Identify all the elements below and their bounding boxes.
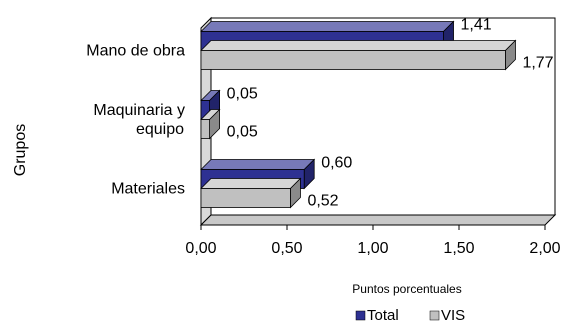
bar-top [200, 21, 455, 32]
bar-top [200, 40, 517, 51]
data-label: 0,05 [227, 86, 258, 103]
bar-top [200, 178, 302, 189]
bar-vis [200, 188, 291, 208]
bar-vis [200, 119, 210, 139]
floor [199, 214, 557, 226]
legend-swatch-total [355, 310, 366, 321]
data-label: 1,41 [461, 17, 492, 34]
x-tick-label: 0,00 [185, 240, 216, 257]
category-label: Maquinaria y equipo [93, 102, 185, 138]
data-label: 0,05 [227, 124, 258, 141]
category-label: Materiales [111, 181, 185, 198]
data-labels: 1,41 1,77 0,05 0,05 0,60 0,52 [227, 17, 554, 210]
x-tick-label: 1,00 [357, 240, 388, 257]
bar-vis [200, 50, 506, 70]
category-label: Mano de obra [86, 43, 185, 60]
x-tick-label: 2,00 [529, 240, 560, 257]
bars [200, 20, 517, 209]
legend: Total VIS [355, 307, 465, 324]
x-axis-title: Puntos porcentuales [352, 282, 461, 296]
data-label: 0,52 [307, 193, 338, 210]
x-axis: 0,00 0,50 1,00 1,50 2,00 [185, 224, 561, 257]
legend-swatch-vis [429, 310, 440, 321]
y-axis: Mano de obra Maquinaria y equipo Materiales [86, 43, 185, 198]
y-axis-title: Grupos [12, 124, 29, 176]
x-tick-label: 0,50 [271, 240, 302, 257]
legend-label: Total [367, 307, 399, 324]
bar-top [200, 159, 316, 170]
data-label: 0,60 [321, 155, 352, 172]
x-tick-label: 1,50 [443, 240, 474, 257]
data-label: 1,77 [522, 55, 553, 72]
legend-label: VIS [441, 307, 465, 324]
